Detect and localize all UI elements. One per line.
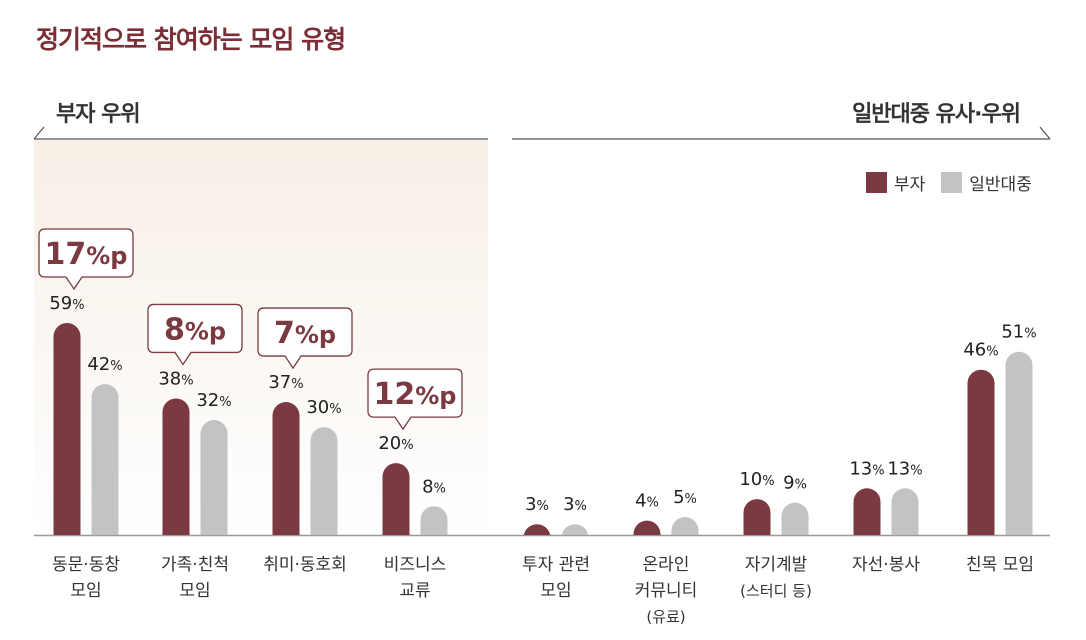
- gap-callout-bubble: [147, 303, 243, 366]
- category-label: 자기계발: [745, 555, 808, 575]
- bar-general: [200, 420, 228, 535]
- value-label-general: 8%: [422, 476, 446, 497]
- category-label: 자선·봉사: [852, 555, 920, 575]
- category-label: 투자 관련: [522, 555, 590, 575]
- bar-rich: [853, 488, 881, 535]
- gap-callout-label: 8%p: [164, 312, 226, 347]
- value-label-general: 5%: [673, 487, 697, 508]
- gap-callout-bubble: [38, 228, 134, 291]
- bar-general: [420, 506, 448, 535]
- category-label: 취미·동호회: [263, 555, 347, 575]
- value-label-rich: 37%: [268, 372, 303, 393]
- bar-rich: [162, 398, 190, 535]
- category-label: (유료): [646, 608, 685, 626]
- legend-item-rich: 부자: [866, 170, 925, 195]
- value-label-rich: 38%: [158, 368, 193, 389]
- left-bracket-tick: [33, 126, 45, 140]
- category-label: 모임: [179, 581, 210, 601]
- value-label-rich: 3%: [525, 494, 549, 515]
- bar-rich: [382, 463, 410, 535]
- value-label-rich: 20%: [378, 433, 413, 454]
- category-label: 모임: [70, 581, 101, 601]
- bar-general: [91, 384, 119, 535]
- legend-label-general: 일반대중: [969, 175, 1032, 195]
- value-label-rich: 46%: [963, 340, 998, 361]
- category-label: 친목 모임: [966, 555, 1034, 575]
- bar-general: [781, 502, 809, 535]
- legend-swatch-rich: [866, 172, 887, 193]
- bar-rich: [272, 402, 300, 535]
- legend: 부자 일반대중: [866, 170, 1048, 195]
- gap-callout-label: 12%p: [374, 377, 457, 412]
- category-label: 온라인: [643, 555, 690, 575]
- category-label: (스터디 등): [740, 582, 812, 600]
- value-label-rich: 10%: [739, 469, 774, 490]
- bar-rich: [633, 520, 661, 535]
- value-label-general: 30%: [306, 397, 341, 418]
- value-label-general: 13%: [887, 458, 922, 479]
- value-label-rich: 59%: [49, 293, 84, 314]
- section-label-general-lead: 일반대중 유사·우위: [852, 102, 1021, 127]
- gap-callout-bubble: [367, 368, 463, 431]
- category-label: 동문·동창: [52, 555, 120, 575]
- category-label: 커뮤니티: [635, 581, 698, 601]
- bar-general: [310, 427, 338, 535]
- legend-swatch-general: [941, 172, 963, 193]
- legend-label-rich: 부자: [894, 175, 926, 195]
- value-label-general: 51%: [1001, 322, 1036, 343]
- bar-general: [671, 517, 699, 535]
- gap-callout-label: 7%p: [274, 316, 336, 351]
- category-label: 교류: [399, 581, 430, 601]
- gap-callout-label: 17%p: [45, 237, 128, 272]
- value-label-rich: 4%: [635, 491, 659, 512]
- value-label-rich: 13%: [849, 458, 884, 479]
- bar-general: [1005, 351, 1033, 535]
- category-label: 가족·친척: [161, 555, 229, 575]
- category-label: 비즈니스: [384, 555, 447, 575]
- bar-rich: [523, 524, 551, 538]
- bar-rich: [743, 499, 771, 535]
- section-label-rich-lead: 부자 우위: [56, 102, 141, 127]
- value-label-general: 3%: [563, 494, 587, 515]
- right-bracket-tick: [1039, 126, 1051, 140]
- bar-general: [561, 524, 589, 538]
- category-label: 모임: [540, 581, 571, 601]
- value-label-general: 42%: [87, 354, 122, 375]
- value-label-general: 32%: [196, 390, 231, 411]
- legend-item-general: 일반대중: [941, 170, 1032, 195]
- value-label-general: 9%: [783, 473, 807, 494]
- gap-callout-bubble: [257, 307, 353, 370]
- bar-rich: [967, 369, 995, 535]
- chart-title: 정기적으로 참여하는 모임 유형: [36, 25, 346, 54]
- bar-general: [891, 488, 919, 535]
- bar-rich: [53, 323, 81, 535]
